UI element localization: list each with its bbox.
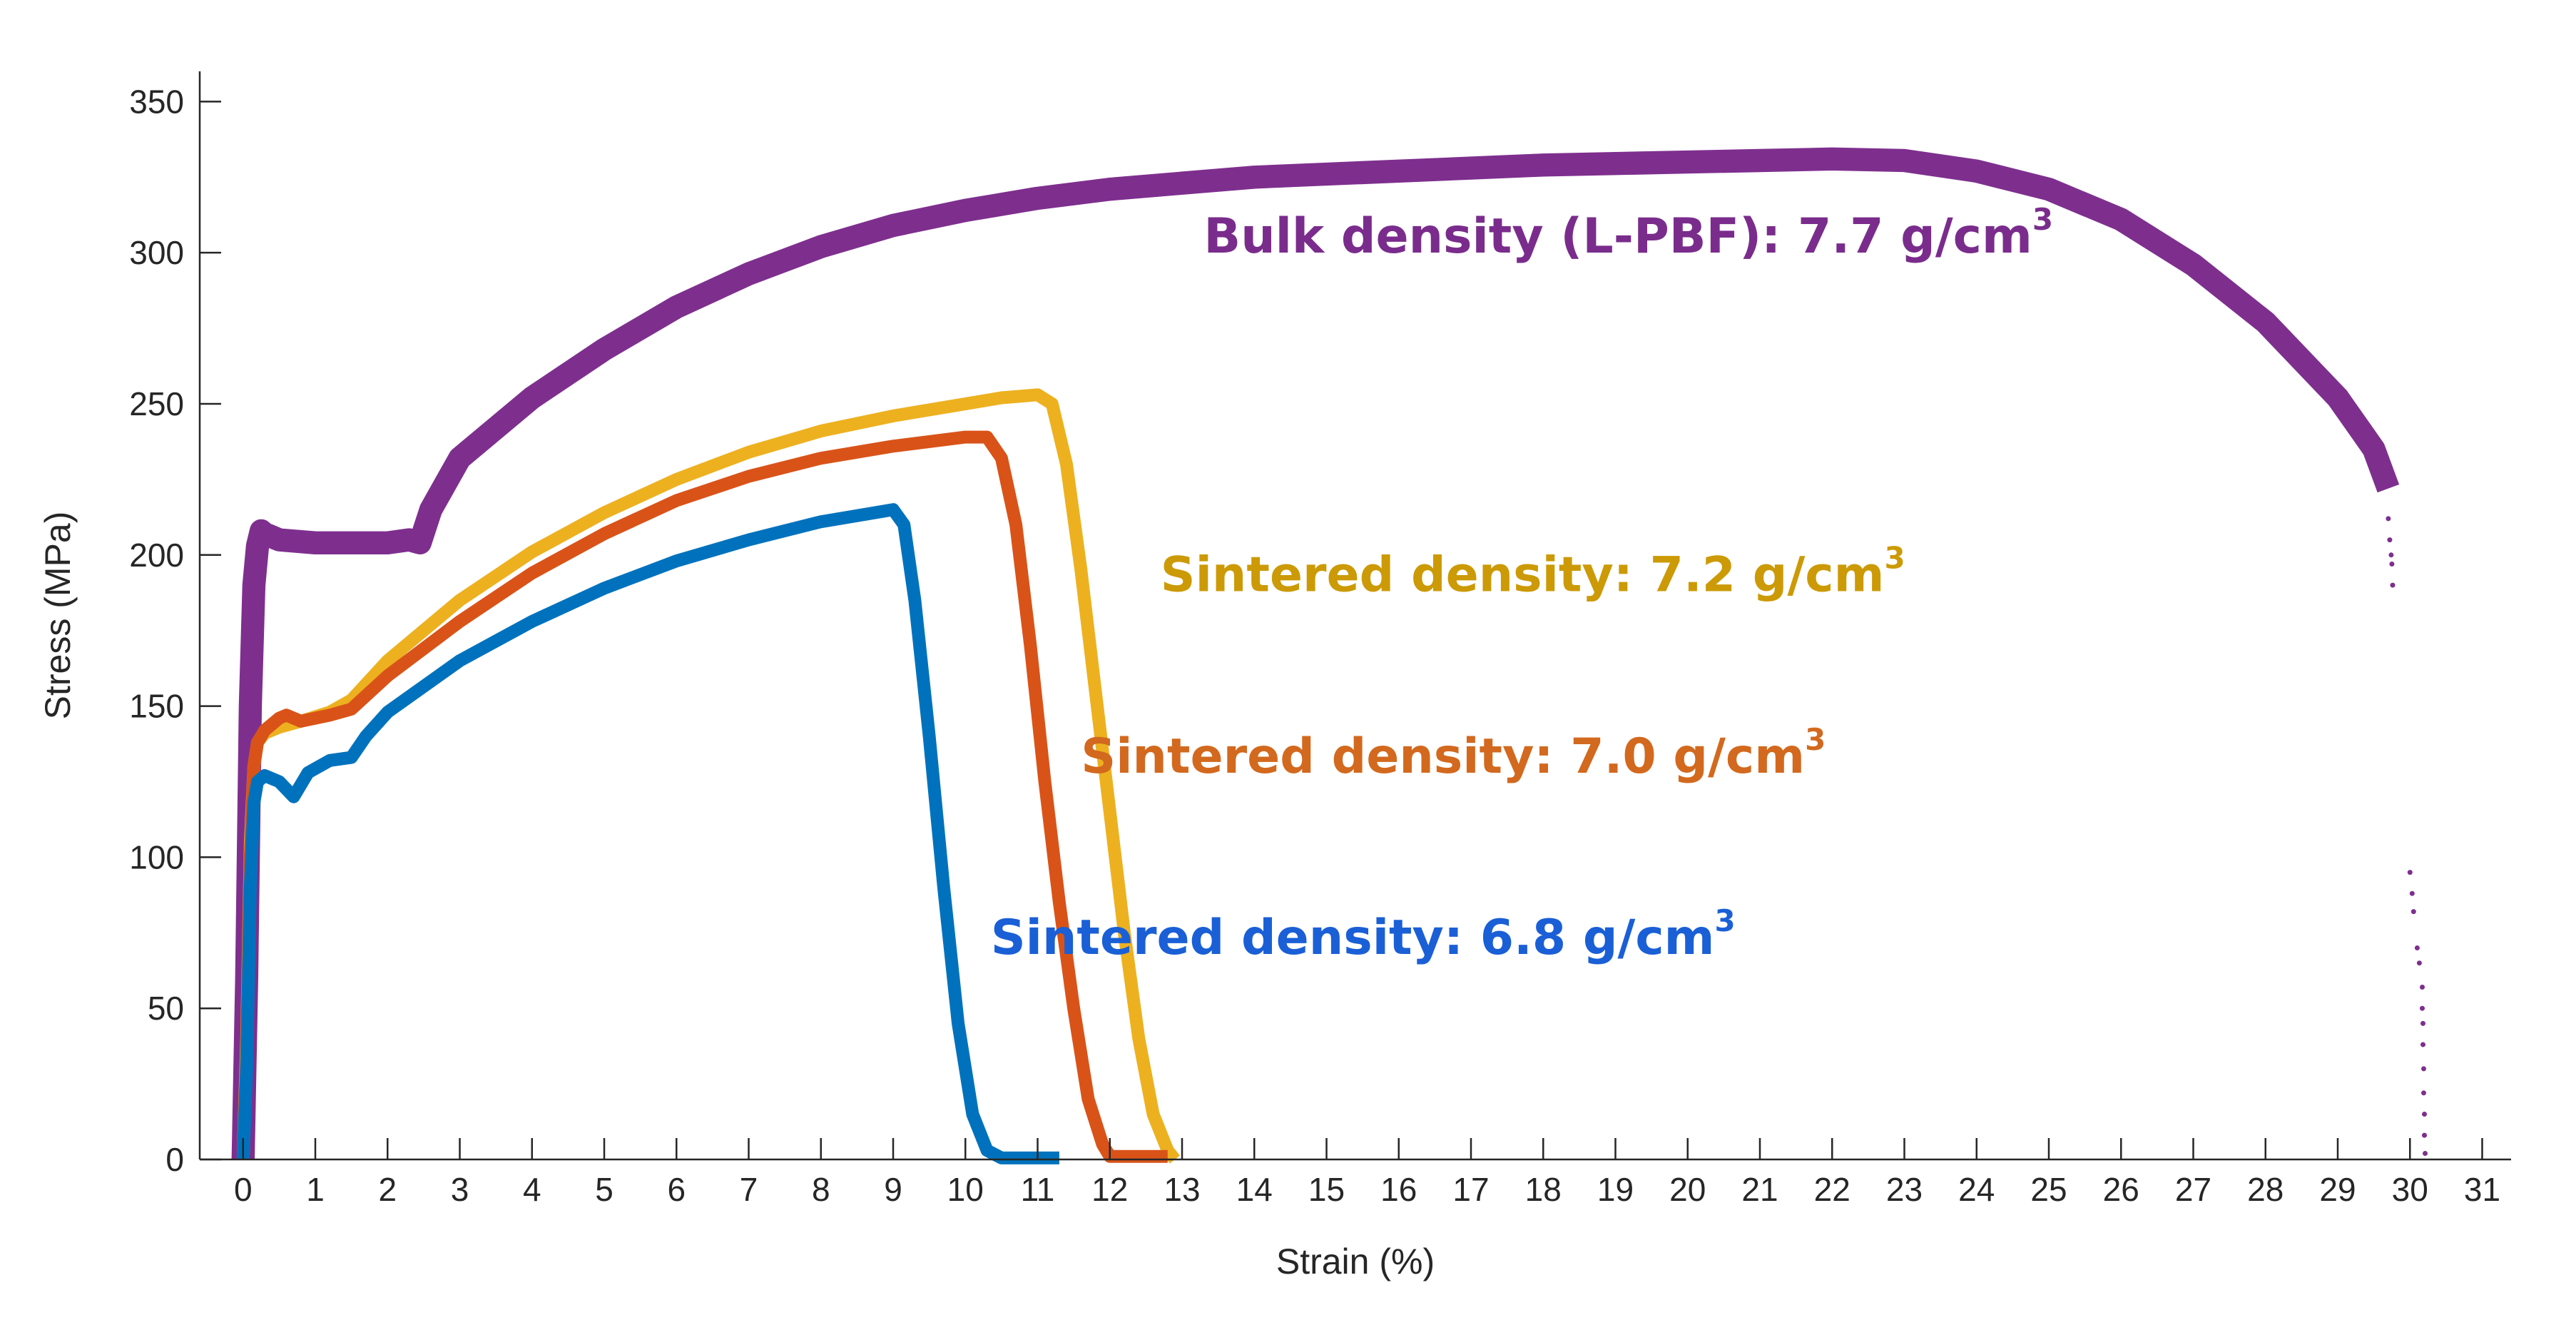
x-tick-label: 23: [1886, 1171, 1923, 1208]
series-annotation-2: Sintered density: 7.0 g/cm3: [1081, 722, 1826, 785]
y-tick-label: 100: [129, 838, 184, 875]
fracture-point-0-3: [2389, 562, 2395, 567]
fracture-point-0-8: [2414, 945, 2420, 950]
x-tick-label: 29: [2319, 1171, 2356, 1208]
x-tick-label: 27: [2175, 1171, 2211, 1208]
x-tick-label: 13: [1164, 1171, 1200, 1208]
y-tick-label: 300: [129, 234, 184, 271]
x-tick-label: 26: [2103, 1171, 2139, 1208]
fracture-point-0-15: [2421, 1090, 2426, 1096]
y-tick-label: 250: [129, 385, 184, 422]
x-tick-label: 18: [1525, 1171, 1562, 1208]
x-tick-label: 16: [1380, 1171, 1417, 1208]
fracture-point-0-18: [2423, 1151, 2428, 1156]
x-tick-label: 22: [1814, 1171, 1850, 1208]
x-tick-label: 31: [2464, 1171, 2500, 1208]
y-axis-label: Stress (MPa): [38, 512, 78, 720]
x-tick-label: 2: [378, 1171, 397, 1208]
x-tick-label: 14: [1236, 1171, 1273, 1208]
x-tick-label: 30: [2392, 1171, 2428, 1208]
series-annotation-3: Sintered density: 6.8 g/cm3: [991, 903, 1736, 966]
fracture-point-0-10: [2420, 985, 2425, 990]
fracture-point-0-9: [2416, 960, 2422, 966]
y-tick-label: 350: [129, 83, 184, 120]
x-tick-label: 28: [2247, 1171, 2284, 1208]
x-tick-label: 20: [1669, 1171, 1706, 1208]
fracture-point-0-6: [2409, 890, 2415, 896]
series-layer: [231, 147, 2428, 1164]
fracture-point-0-0: [2386, 516, 2391, 522]
x-axis-label: Strain (%): [1276, 1242, 1435, 1281]
annotation-layer: Bulk density (L-PBF): 7.7 g/cm3 Sintered …: [991, 202, 2053, 966]
x-tick-label: 7: [740, 1171, 758, 1208]
x-tick-label: 25: [2030, 1171, 2067, 1208]
axes-layer: 0 1 2 3 4 5 6 7 8 9 10 11 12 13 14 15 16 17 18 19 20 21 22 23 24…: [38, 71, 2511, 1281]
y-tick-label: 0: [166, 1141, 184, 1178]
y-tick-label: 150: [129, 688, 184, 725]
x-tick-label: 24: [1958, 1171, 1995, 1208]
fracture-point-0-16: [2422, 1112, 2427, 1117]
x-tick-label: 21: [1741, 1171, 1778, 1208]
fracture-point-0-1: [2387, 537, 2393, 543]
x-tick-label: 17: [1452, 1171, 1489, 1208]
x-tick-label: 5: [595, 1171, 614, 1208]
x-tick-label: 9: [884, 1171, 902, 1208]
fracture-point-0-11: [2420, 1005, 2425, 1011]
x-tick-label: 15: [1308, 1171, 1345, 1208]
x-tick-label: 11: [1021, 1171, 1055, 1208]
fracture-point-0-2: [2388, 552, 2394, 558]
x-tick-label: 12: [1091, 1171, 1128, 1208]
fracture-point-0-13: [2420, 1042, 2425, 1047]
fracture-point-0-12: [2420, 1020, 2425, 1026]
x-tick-label: 10: [947, 1171, 984, 1208]
series-annotation-1: Sintered density: 7.2 g/cm3: [1161, 541, 1905, 604]
x-tick-label: 6: [667, 1171, 686, 1208]
fracture-point-0-14: [2421, 1066, 2426, 1072]
series-line-0: [231, 147, 2400, 1160]
x-tick-label: 8: [812, 1171, 830, 1208]
x-tick-label: 3: [451, 1171, 469, 1208]
series-annotation-0: Bulk density (L-PBF): 7.7 g/cm3: [1203, 202, 2053, 265]
y-tick-label: 50: [148, 990, 184, 1027]
fracture-point-0-5: [2407, 870, 2413, 875]
fracture-point-0-7: [2410, 909, 2416, 915]
series-line-2: [236, 430, 1168, 1163]
x-tick-label: 1: [306, 1171, 325, 1208]
fracture-point-0-17: [2422, 1132, 2427, 1138]
x-tick-label: 4: [523, 1171, 541, 1208]
x-tick-label: 19: [1597, 1171, 1634, 1208]
y-tick-label: 200: [129, 537, 184, 574]
fracture-point-0-4: [2390, 582, 2396, 588]
x-tick-label: 0: [234, 1171, 253, 1208]
series-line-3: [236, 503, 1059, 1164]
